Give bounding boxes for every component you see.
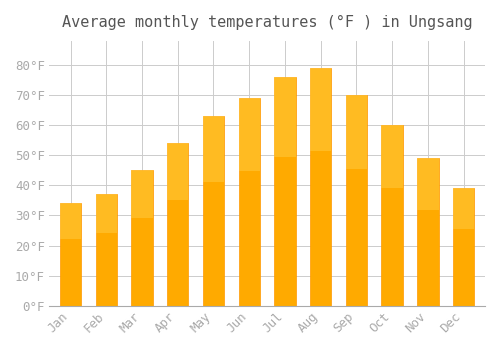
Bar — [60, 203, 82, 306]
Bar — [382, 125, 403, 188]
Bar — [167, 143, 188, 306]
Bar — [453, 188, 474, 306]
Bar — [96, 194, 117, 233]
Bar — [203, 116, 224, 182]
Bar — [346, 95, 367, 306]
Bar — [274, 77, 295, 157]
Title: Average monthly temperatures (°F ) in Ungsang: Average monthly temperatures (°F ) in Un… — [62, 15, 472, 30]
Bar — [417, 158, 438, 210]
Bar — [310, 68, 332, 306]
Bar — [453, 188, 474, 230]
Bar — [382, 125, 403, 306]
Bar — [96, 194, 117, 306]
Bar — [310, 68, 332, 151]
Bar — [132, 170, 153, 218]
Bar — [346, 95, 367, 169]
Bar — [132, 170, 153, 306]
Bar — [238, 98, 260, 306]
Bar — [60, 203, 82, 239]
Bar — [238, 98, 260, 171]
Bar — [167, 143, 188, 200]
Bar — [274, 77, 295, 306]
Bar — [203, 116, 224, 306]
Bar — [417, 158, 438, 306]
